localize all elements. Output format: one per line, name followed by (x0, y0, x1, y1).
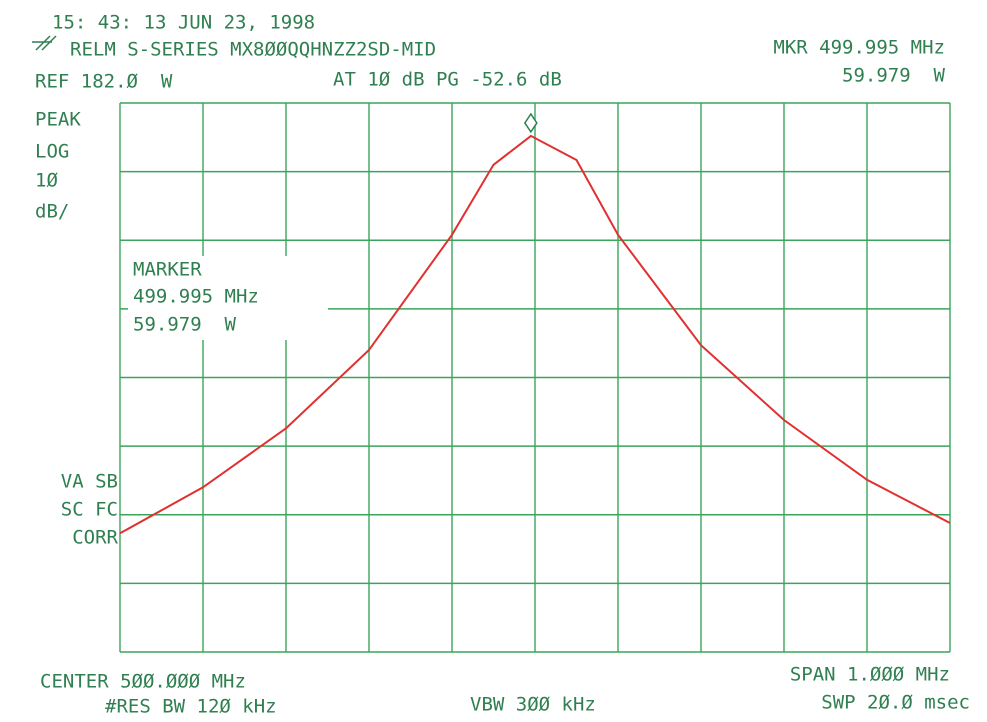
side-label: 1Ø (35, 170, 58, 192)
timestamp: 15: 43: 13 JUN 23, 1998 (52, 12, 315, 34)
marker-diamond (523, 112, 538, 134)
trace-group (119, 112, 951, 535)
resolution-bandwidth: #RES BW 12Ø kHz (105, 696, 277, 718)
marker-label: 499.995 MHz (133, 286, 259, 308)
side-label: LOG (35, 141, 69, 163)
side-label: dB/ (35, 201, 69, 223)
marker-label: 59.979 W (133, 314, 237, 336)
device-name: RELM S-SERIES MX8ØØQQHNZZ2SD-MID (70, 39, 436, 61)
hp-logo (32, 35, 57, 51)
sweep-time: SWP 2Ø.Ø msec (821, 692, 970, 714)
trace-line (119, 134, 951, 535)
attenuation: AT 1Ø dB PG -52.6 dB (333, 69, 562, 91)
grid (119, 102, 951, 653)
side-label: PEAK (35, 109, 81, 131)
status-label: VA SB (61, 471, 118, 493)
span: SPAN 1.ØØØ MHz (790, 664, 950, 686)
reference-level: REF 182.Ø W (35, 71, 173, 93)
status-label: CORR (72, 527, 118, 549)
video-bandwidth: VBW 3ØØ kHz (470, 694, 596, 716)
marker-frequency: MKR 499.995 MHz (773, 37, 945, 59)
center-frequency: CENTER 5ØØ.ØØØ MHz (40, 671, 246, 693)
status-box (30, 468, 118, 552)
marker-box (128, 256, 328, 340)
marker-level: 59.979 W (842, 65, 946, 87)
status-label: SC FC (61, 499, 118, 521)
marker-label: MARKER (133, 259, 202, 281)
